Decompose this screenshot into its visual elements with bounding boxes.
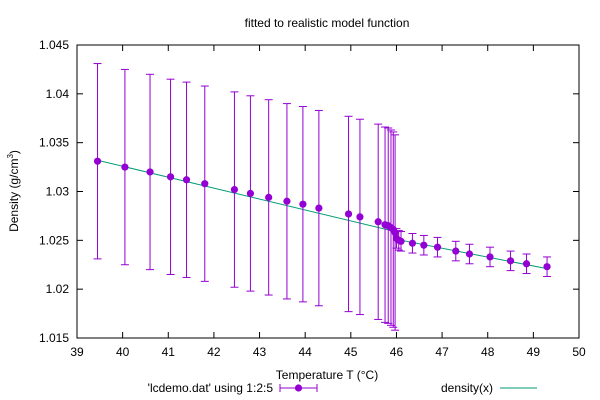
- point-marker: [283, 197, 291, 205]
- x-tick-label: 46: [390, 345, 404, 359]
- data-point: [314, 109, 323, 307]
- y-tick-label: 1.04: [46, 87, 70, 101]
- y-axis-label-main: Density (g/cm: [7, 159, 21, 232]
- y-tick-label: 1.03: [46, 185, 70, 199]
- data-point: [465, 243, 474, 265]
- data-point: [166, 78, 175, 276]
- legend-sample-data: [279, 384, 318, 392]
- y-tick-label: 1.035: [39, 136, 69, 150]
- x-tick-label: 45: [344, 345, 358, 359]
- point-marker: [356, 213, 364, 221]
- point-marker: [246, 189, 255, 198]
- data-point: [230, 91, 239, 288]
- x-axis-label: Temperature T (°C): [276, 368, 378, 382]
- legend: 'lcdemo.dat' using 1:2:5 density(x): [148, 381, 537, 395]
- x-tick-label: 42: [207, 345, 221, 359]
- point-marker: [93, 157, 102, 165]
- data-point: [543, 256, 552, 277]
- point-marker: [420, 241, 428, 249]
- y-tick-label: 1.025: [39, 233, 69, 247]
- legend-point-marker: [294, 384, 303, 392]
- point-marker: [146, 168, 154, 176]
- point-marker: [201, 180, 209, 188]
- data-point: [391, 134, 400, 331]
- data-point: [246, 95, 255, 292]
- data-point: [200, 85, 209, 282]
- data-point: [264, 99, 273, 296]
- x-tick-label: 44: [299, 345, 313, 359]
- x-tick-label: 50: [572, 345, 586, 359]
- data-point: [408, 232, 417, 254]
- data-point: [355, 118, 364, 316]
- point-marker: [344, 210, 353, 218]
- data-point: [182, 81, 191, 278]
- data-point: [93, 63, 102, 260]
- point-marker: [265, 193, 273, 201]
- y-axis-label-superscript: 3: [6, 154, 15, 159]
- x-tick-label: 39: [70, 345, 84, 359]
- y-axis-label: Density (g/cm3): [6, 150, 21, 232]
- y-tick-label: 1.02: [46, 282, 70, 296]
- data-point: [486, 246, 495, 268]
- data-point: [433, 236, 442, 258]
- fit-line-layer: [97, 159, 548, 270]
- data-point: [506, 250, 515, 272]
- data-point: [374, 123, 383, 320]
- x-tick-label: 47: [435, 345, 449, 359]
- y-axis-label-close: ): [7, 150, 21, 154]
- legend-label-data: 'lcdemo.dat' using 1:2:5: [148, 381, 274, 395]
- chart-title: fitted to realistic model function: [245, 16, 410, 30]
- data-point: [282, 103, 291, 300]
- axes: 39 40 41 42 43 44 45 46 47 48 49 50 1.015 1.02 1.025 1.…: [39, 38, 586, 359]
- point-marker: [452, 247, 460, 255]
- data-point: [120, 68, 129, 266]
- data-points-layer: [93, 63, 552, 331]
- point-marker: [182, 176, 191, 184]
- point-marker: [121, 163, 129, 171]
- x-tick-label: 48: [481, 345, 495, 359]
- data-point: [419, 234, 428, 256]
- x-tick-label: 43: [253, 345, 267, 359]
- point-marker: [397, 237, 405, 245]
- y-tick-label: 1.045: [39, 38, 69, 52]
- x-tick-label: 41: [162, 345, 176, 359]
- point-marker: [315, 204, 323, 212]
- point-marker: [408, 239, 417, 247]
- data-point: [298, 106, 307, 303]
- point-marker: [486, 253, 494, 261]
- point-marker: [230, 185, 239, 194]
- point-marker: [506, 257, 515, 265]
- point-marker: [299, 200, 307, 208]
- plot-frame: [76, 44, 580, 339]
- point-marker: [465, 250, 474, 258]
- point-marker: [522, 260, 531, 268]
- data-point: [522, 253, 531, 275]
- point-marker: [543, 263, 551, 271]
- x-tick-label: 49: [527, 345, 541, 359]
- point-marker: [166, 173, 175, 181]
- data-point: [344, 115, 353, 313]
- data-point: [146, 73, 155, 271]
- point-marker: [374, 218, 382, 226]
- data-point: [451, 240, 460, 262]
- y-tick-label: 1.015: [39, 331, 69, 345]
- x-tick-label: 40: [116, 345, 130, 359]
- legend-label-fit: density(x): [441, 381, 493, 395]
- fit-line: [97, 159, 548, 270]
- point-marker: [433, 243, 442, 251]
- data-point: [397, 231, 406, 252]
